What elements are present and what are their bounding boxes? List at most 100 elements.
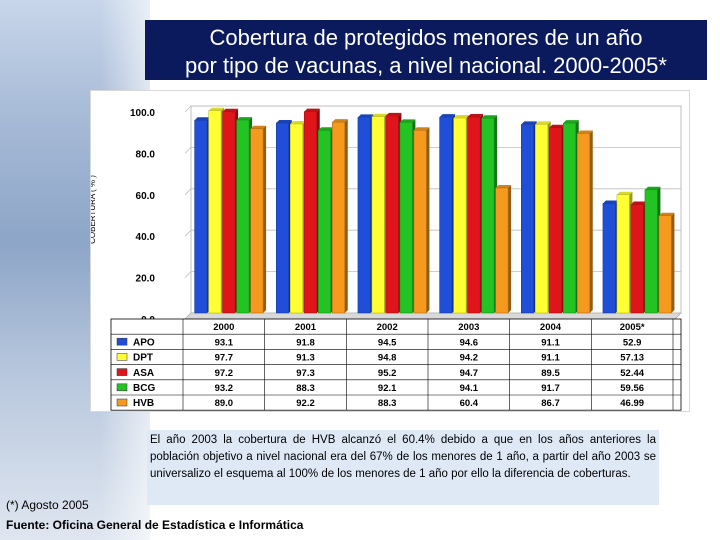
- bar-top: [577, 130, 593, 134]
- data-label: 95.2: [378, 368, 397, 379]
- title-line-1: Cobertura de protegidos menores de un añ…: [209, 25, 643, 50]
- bar-side: [508, 184, 512, 313]
- bar: [602, 203, 616, 314]
- data-label: 59.56: [620, 383, 644, 394]
- data-label: 91.8: [296, 337, 315, 348]
- data-label: 94.6: [460, 337, 479, 348]
- bar-top: [413, 127, 430, 131]
- bar: [521, 124, 534, 314]
- bar: [236, 119, 250, 314]
- title-line-2: por tipo de vacunas, a nivel nacional. 2…: [185, 53, 667, 78]
- x-tick-label: 2004: [540, 322, 562, 333]
- bar-top: [439, 114, 456, 118]
- data-label: 91.3: [296, 353, 315, 364]
- bar: [304, 111, 317, 314]
- data-label: 92.2: [296, 398, 315, 409]
- plot-area: [190, 105, 682, 314]
- bar: [563, 122, 576, 314]
- data-label: 94.7: [460, 368, 479, 379]
- bar-top: [535, 121, 551, 125]
- bar-side: [671, 212, 675, 313]
- bar: [644, 189, 658, 314]
- bar-top: [304, 108, 320, 112]
- data-label: 94.8: [378, 353, 397, 364]
- data-label: 94.5: [378, 337, 397, 348]
- y-tick-label: 80.0: [136, 149, 156, 160]
- bar-top: [481, 115, 498, 119]
- legend-label: APO: [133, 337, 155, 348]
- data-label: 97.3: [296, 368, 315, 379]
- bar: [194, 120, 208, 314]
- bar-top: [371, 113, 388, 117]
- bar-side: [344, 119, 348, 313]
- data-label: 97.7: [215, 353, 234, 364]
- data-label: 93.2: [215, 383, 234, 394]
- y-tick-label: 100.0: [130, 108, 155, 119]
- plot-floor: [184, 312, 682, 320]
- bar-top: [208, 107, 225, 111]
- legend-label: BCG: [133, 383, 155, 394]
- data-label: 46.99: [620, 398, 644, 409]
- bar-top: [290, 121, 306, 125]
- data-label: 94.1: [460, 383, 479, 394]
- bar-top: [332, 119, 348, 123]
- x-tick-label: 2003: [458, 322, 479, 333]
- x-tick-label: 2005*: [620, 322, 645, 333]
- bar: [495, 187, 509, 314]
- bar-top: [236, 117, 253, 121]
- y-tick-label: 60.0: [136, 191, 156, 202]
- data-label: 92.1: [378, 383, 397, 394]
- x-tick-label: 2002: [377, 322, 398, 333]
- gridline-depth: [184, 105, 192, 113]
- bar: [222, 111, 236, 314]
- data-label: 60.4: [460, 398, 479, 409]
- bar-top: [250, 125, 267, 129]
- bar-side: [589, 130, 593, 313]
- note-box: El año 2003 la cobertura de HVB alcanzó …: [147, 430, 659, 505]
- gridline-depth: [184, 188, 192, 196]
- bar-top: [222, 108, 239, 112]
- gridline-depth: [184, 147, 192, 154]
- bar-top: [318, 127, 334, 131]
- bar: [549, 127, 562, 314]
- bar-top: [644, 186, 661, 190]
- footnote: (*) Agosto 2005: [6, 498, 89, 512]
- y-tick-label: 40.0: [136, 232, 156, 243]
- gridline-depth: [184, 271, 192, 278]
- bar: [332, 121, 345, 314]
- bar: [413, 129, 427, 314]
- bar: [318, 129, 331, 314]
- bar: [616, 194, 630, 314]
- legend-label: DPT: [133, 353, 153, 364]
- legend-label: ASA: [133, 368, 154, 379]
- data-label: 89.5: [541, 368, 560, 379]
- bar-top: [616, 191, 633, 195]
- bar: [467, 116, 481, 314]
- gridline-depth: [184, 229, 192, 237]
- legend-label: HVB: [133, 398, 154, 409]
- source-text: Fuente: Oficina General de Estadística e…: [6, 518, 304, 532]
- bar: [630, 204, 644, 314]
- x-tick-label: 2000: [213, 322, 234, 333]
- y-axis-label: COBERTURA ( % ): [91, 175, 97, 244]
- bar-top: [602, 200, 619, 204]
- bar: [250, 128, 264, 314]
- bar: [439, 116, 453, 314]
- data-label: 93.1: [215, 337, 234, 348]
- data-label: 91.7: [541, 383, 560, 394]
- bar: [371, 116, 385, 314]
- bar: [535, 124, 548, 314]
- note-text: El año 2003 la cobertura de HVB alcanzó …: [150, 434, 656, 480]
- bar-side: [263, 125, 267, 313]
- legend-swatch: [116, 353, 128, 361]
- bar-top: [453, 115, 470, 119]
- data-label: 91.1: [541, 353, 560, 364]
- bar: [399, 122, 413, 314]
- bar: [208, 110, 222, 314]
- data-label: 57.13: [620, 353, 644, 364]
- bar: [357, 117, 371, 314]
- data-label: 97.2: [215, 368, 234, 379]
- legend-swatch: [116, 337, 128, 346]
- bar: [658, 215, 672, 314]
